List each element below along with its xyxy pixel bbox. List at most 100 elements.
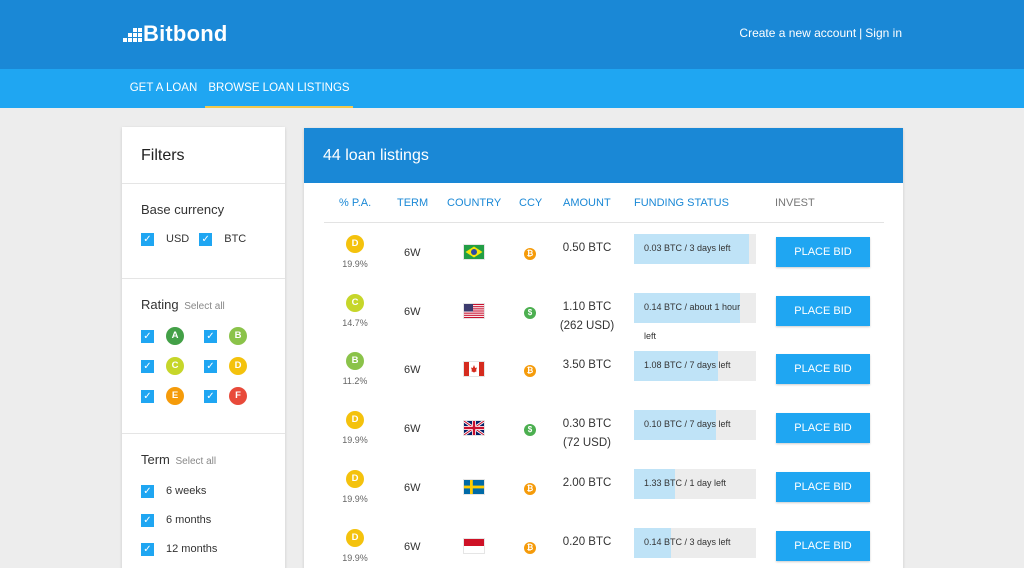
funding-progress-fill	[634, 410, 716, 440]
rating-b-checkbox[interactable]: ✓	[204, 329, 217, 343]
listings-panel: 44 loan listings % P.A. TERM COUNTRY CCY…	[304, 128, 903, 568]
table-row: D 19.9% 6W ₿ 0.50 BTC 0.03 BTC / 3 days …	[304, 229, 903, 287]
sweden-flag-icon	[464, 480, 484, 494]
table-row: D 19.9% 6W $ 0.30 BTC (72 USD) 0.10 BTC …	[304, 405, 903, 463]
rating-c-checkbox[interactable]: ✓	[141, 359, 154, 373]
term-6-weeks-checkbox[interactable]: ✓	[141, 484, 154, 498]
row-amount: 3.50 BTC	[549, 356, 625, 375]
term-6-months-option: ✓ 6 months	[141, 510, 266, 530]
usa-flag-icon	[464, 304, 484, 318]
bitbond-logo-icon	[123, 26, 142, 42]
row-term: 6W	[404, 364, 421, 376]
funding-progress-bar: 0.10 BTC / 7 days left	[634, 410, 756, 440]
funding-status-text: 0.10 BTC / 7 days left	[644, 419, 731, 429]
brand-name: Bitbond	[143, 21, 228, 46]
rating-f-checkbox[interactable]: ✓	[204, 389, 217, 403]
funding-progress-fill	[634, 293, 741, 323]
place-bid-button[interactable]: PLACE BID	[776, 296, 870, 326]
row-rate: 19.9%	[342, 553, 368, 563]
row-amount: 2.00 BTC	[549, 474, 625, 493]
row-rate: 14.7%	[342, 318, 368, 328]
col-ccy[interactable]: CCY	[519, 197, 543, 209]
tab-get-a-loan[interactable]: GET A LOAN	[129, 82, 198, 94]
row-term: 6W	[404, 423, 421, 435]
tab-browse-loan-listings[interactable]: BROWSE LOAN LISTINGS	[205, 69, 353, 108]
place-bid-button[interactable]: PLACE BID	[776, 237, 870, 267]
grade-d-badge: D	[229, 357, 247, 375]
term-6-weeks-option: ✓ 6 weeks	[141, 481, 266, 501]
term-12-months-checkbox[interactable]: ✓	[141, 542, 154, 556]
row-grade-badge: D	[346, 235, 364, 253]
rating-select-all[interactable]: Select all	[184, 301, 225, 312]
col-invest: INVEST	[775, 197, 815, 209]
term-6-months-label: 6 months	[166, 514, 212, 526]
create-account-link[interactable]: Create a new account	[739, 26, 857, 40]
row-amount-btc: 1.10 BTC	[562, 301, 612, 313]
grade-c-badge: C	[166, 357, 184, 375]
listings-title: 44 loan listings	[304, 128, 903, 183]
btc-coin-icon: ₿	[524, 248, 536, 260]
rating-d-checkbox[interactable]: ✓	[204, 359, 217, 373]
rating-heading: Rating Select all	[141, 297, 266, 312]
col-funding-status[interactable]: FUNDING STATUS	[634, 197, 729, 209]
usd-checkbox[interactable]: ✓	[141, 232, 154, 246]
funding-progress-bar: 1.33 BTC / 1 day left	[634, 469, 756, 499]
rating-label: Rating	[141, 297, 179, 312]
place-bid-button[interactable]: PLACE BID	[776, 354, 870, 384]
base-currency-section: Base currency ✓ USD ✓ BTC	[122, 184, 285, 279]
row-grade-badge: D	[346, 470, 364, 488]
indonesia-flag-icon	[464, 539, 484, 553]
table-row: D 19.9% 6W ₿ 0.20 BTC 0.14 BTC / 3 days …	[304, 523, 903, 568]
btc-coin-icon: ₿	[524, 542, 536, 554]
col-rate[interactable]: % P.A.	[339, 197, 372, 209]
btc-label: BTC	[224, 233, 247, 245]
term-label: Term	[141, 452, 170, 467]
grade-a-badge: A	[166, 327, 184, 345]
row-grade-badge: B	[346, 352, 364, 370]
rating-f-option: ✓ F	[204, 386, 267, 406]
row-grade-badge: C	[346, 294, 364, 312]
term-select-all[interactable]: Select all	[175, 456, 217, 467]
row-rate: 19.9%	[342, 259, 368, 269]
funding-progress-bar: 0.14 BTC / about 1 hour left	[634, 293, 756, 341]
row-amount-usd: (72 USD)	[563, 437, 611, 449]
col-amount[interactable]: AMOUNT	[563, 197, 611, 209]
funding-progress-fill	[634, 234, 749, 264]
auth-links: Create a new account | Sign in	[739, 26, 902, 40]
grade-f-badge: F	[229, 387, 247, 405]
rating-e-checkbox[interactable]: ✓	[141, 389, 154, 403]
sign-in-link[interactable]: Sign in	[865, 26, 902, 40]
place-bid-button[interactable]: PLACE BID	[776, 472, 870, 502]
table-row: C 14.7% 6W $ 1.10 BTC (262 USD) 0.14 BTC…	[304, 288, 903, 346]
filters-panel: Filters Base currency ✓ USD ✓ BTC Rating…	[122, 127, 285, 568]
btc-checkbox[interactable]: ✓	[199, 232, 213, 246]
uk-flag-icon	[464, 421, 484, 435]
row-amount-btc: 0.20 BTC	[562, 536, 612, 548]
funding-progress-bar: 0.03 BTC / 3 days left	[634, 234, 756, 264]
usd-coin-icon: $	[524, 424, 536, 436]
row-amount: 0.20 BTC	[549, 533, 625, 552]
row-rate: 19.9%	[342, 435, 368, 445]
funding-progress-bar: 1.08 BTC / 7 days left	[634, 351, 756, 381]
grade-b-badge: B	[229, 327, 247, 345]
row-amount: 1.10 BTC (262 USD)	[549, 298, 625, 336]
term-12-months-option: ✓ 12 months	[141, 539, 266, 559]
funding-status-text: 1.33 BTC / 1 day left	[644, 478, 727, 488]
row-grade-badge: D	[346, 529, 364, 547]
place-bid-button[interactable]: PLACE BID	[776, 531, 870, 561]
term-6-weeks-label: 6 weeks	[166, 485, 207, 497]
rating-a-checkbox[interactable]: ✓	[141, 329, 154, 343]
funding-status-text: 0.14 BTC / about 1 hour	[644, 302, 741, 312]
canada-flag-icon	[464, 362, 484, 376]
funding-status-text: 1.08 BTC / 7 days left	[644, 360, 731, 370]
row-grade-badge: D	[346, 411, 364, 429]
place-bid-button[interactable]: PLACE BID	[776, 413, 870, 443]
row-amount: 0.50 BTC	[549, 239, 625, 258]
term-6-months-checkbox[interactable]: ✓	[141, 513, 154, 527]
col-term[interactable]: TERM	[397, 197, 429, 209]
row-amount: 0.30 BTC (72 USD)	[549, 415, 625, 453]
rating-b-option: ✓ B	[204, 326, 267, 346]
brand-logo[interactable]: Bitbond	[123, 21, 227, 47]
funding-status-text-wrap: left	[644, 331, 657, 341]
col-country[interactable]: COUNTRY	[447, 197, 502, 209]
